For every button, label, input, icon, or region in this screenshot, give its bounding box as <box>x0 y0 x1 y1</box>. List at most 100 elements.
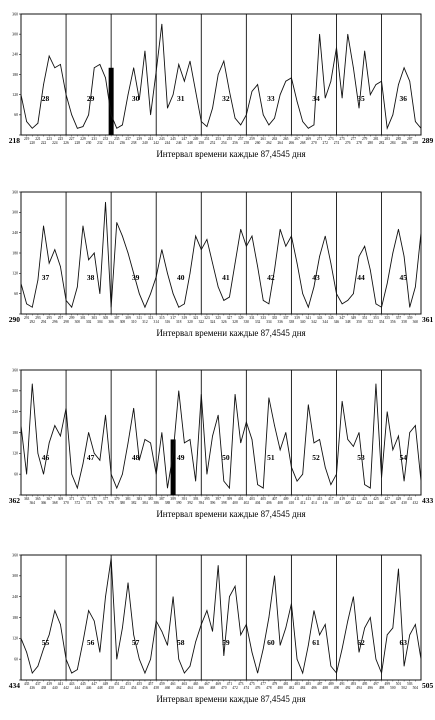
x-tick-label: 262 <box>266 141 272 145</box>
x-tick-label: 234 <box>108 141 114 145</box>
data-point <box>71 114 73 116</box>
x-tick-label: 258 <box>244 141 250 145</box>
data-point <box>313 124 315 126</box>
data-point <box>403 480 405 482</box>
x-tick-label: 293 <box>35 316 41 320</box>
x-tick-label: 244 <box>165 141 171 145</box>
x-tick-label: 267 <box>294 137 300 141</box>
data-point <box>409 432 411 433</box>
x-tick-label: 310 <box>131 320 137 324</box>
data-point <box>184 672 185 674</box>
x-tick-label: 326 <box>221 320 227 324</box>
x-tick-label: 455 <box>137 682 143 686</box>
data-point <box>285 245 287 247</box>
data-point <box>178 658 180 660</box>
data-point <box>189 272 191 274</box>
x-tick-label: 470 <box>221 686 227 690</box>
x-tick-label: 499 <box>385 682 391 686</box>
plot-frame <box>20 13 422 136</box>
data-point <box>88 259 89 261</box>
data-point <box>212 262 213 264</box>
series-line <box>20 558 422 675</box>
x-tick-label: 484 <box>300 686 306 690</box>
x-tick-label: 224 <box>52 141 58 145</box>
x-tick-label: 481 <box>283 682 289 686</box>
data-point <box>285 627 287 629</box>
data-point <box>189 60 191 62</box>
x-tick-label: 464 <box>187 686 193 690</box>
data-point <box>31 672 33 674</box>
x-tick-label: 250 <box>199 141 205 145</box>
x-tick-label: 268 <box>300 141 306 145</box>
x-tick-label: 404 <box>255 501 261 505</box>
data-point <box>65 300 67 301</box>
period-number: 32 <box>222 94 230 103</box>
data-point <box>144 672 146 674</box>
x-tick-label: 450 <box>108 686 114 690</box>
data-point <box>122 124 123 126</box>
data-point <box>43 473 44 475</box>
x-tick-label: 291 <box>24 316 30 320</box>
period-number: 44 <box>357 273 365 282</box>
data-point <box>144 50 146 52</box>
x-tick-label: 351 <box>362 316 368 320</box>
data-point <box>420 480 422 482</box>
x-tick-label: 259 <box>249 137 255 141</box>
data-point <box>324 466 326 468</box>
data-point <box>415 286 416 288</box>
period-number: 50 <box>222 453 230 462</box>
data-point <box>60 435 61 437</box>
x-tick-label: 405 <box>261 497 267 501</box>
data-point <box>319 634 320 636</box>
data-point <box>88 432 89 433</box>
x-tick-label: 273 <box>328 137 334 141</box>
x-tick-label: 303 <box>92 316 98 320</box>
x-tick-label: 413 <box>306 497 312 501</box>
y-tick-label: 180 <box>12 616 18 620</box>
x-tick-label: 329 <box>238 316 244 320</box>
x-tick-label: 402 <box>244 501 250 505</box>
x-tick-label: 369 <box>58 497 64 501</box>
x-tick-label: 260 <box>255 141 261 145</box>
x-tick-label: 423 <box>362 497 368 501</box>
data-point <box>167 272 168 274</box>
data-point <box>99 293 101 295</box>
end-label: 433 <box>422 496 434 505</box>
x-tick-label: 359 <box>407 316 413 320</box>
data-point <box>274 117 275 119</box>
x-tick-label: 476 <box>255 686 261 690</box>
data-point <box>110 473 112 475</box>
x-tick-label: 474 <box>244 686 250 690</box>
x-tick-label: 488 <box>323 686 329 690</box>
x-tick-label: 239 <box>137 137 143 141</box>
y-tick-label: 120 <box>12 637 18 641</box>
data-point <box>398 568 399 570</box>
x-tick-label: 229 <box>80 137 86 141</box>
data-point <box>274 425 275 426</box>
x-tick-label: 432 <box>413 501 419 505</box>
data-point <box>285 80 287 82</box>
x-tick-label: 382 <box>131 501 137 505</box>
x-tick-label: 360 <box>413 320 419 324</box>
x-tick-label: 307 <box>114 316 120 320</box>
chart-caption: Интервал времени каждые 87,4545 дня <box>156 149 305 159</box>
x-tick-label: 313 <box>148 316 154 320</box>
data-point <box>313 442 315 444</box>
x-tick-label: 417 <box>328 497 334 501</box>
y-tick-label: 120 <box>12 452 18 456</box>
x-tick-label: 221 <box>35 137 41 141</box>
x-tick-label: 370 <box>63 501 69 505</box>
data-point <box>302 293 304 295</box>
data-point <box>375 84 377 85</box>
data-point <box>110 114 112 116</box>
x-tick-label: 441 <box>58 682 64 686</box>
data-point <box>364 245 366 247</box>
data-point <box>330 665 332 667</box>
data-point <box>82 126 84 127</box>
data-point <box>364 484 366 485</box>
x-tick-label: 312 <box>142 320 148 324</box>
data-point <box>20 637 22 639</box>
y-tick-label: 300 <box>12 32 18 36</box>
data-point <box>26 651 27 653</box>
